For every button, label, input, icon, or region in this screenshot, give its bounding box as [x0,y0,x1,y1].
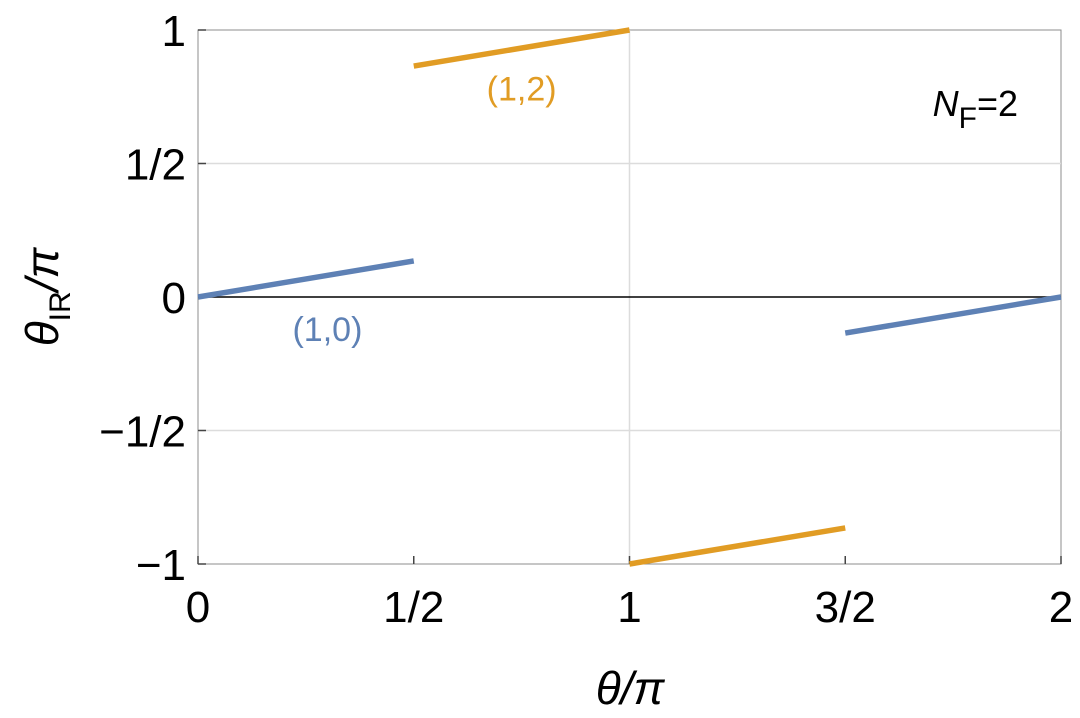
y-axis-label: θIR/π [16,247,77,347]
series-line-segment [413,27,630,69]
series-labels: (1,0) (1,2) [292,71,556,349]
y-tick-label: −1 [136,541,186,590]
series-line-segment [844,294,1062,336]
x-tick-label: 1/2 [383,583,444,632]
y-tick-label: 1/2 [125,141,186,190]
x-tick-label: 0 [186,583,210,632]
series-line-segment [197,258,415,300]
nf-annotation: NF=2 [933,83,1018,135]
series-line-segment [629,525,846,567]
series-label: (1,0) [292,311,362,349]
y-tick-label: 1 [162,7,186,56]
y-tick-label: 0 [162,274,186,323]
ticks: 0 1/2 1 3/2 2 −1 −1/2 0 1/2 1 [99,7,1073,632]
y-tick-label: −1/2 [99,408,186,457]
x-tick-label: 3/2 [815,583,876,632]
x-tick-label: 2 [1049,583,1073,632]
x-axis-label: θ/π [596,662,666,714]
series-group [197,27,1062,567]
series-label: (1,2) [487,71,557,109]
x-tick-label: 1 [617,583,641,632]
